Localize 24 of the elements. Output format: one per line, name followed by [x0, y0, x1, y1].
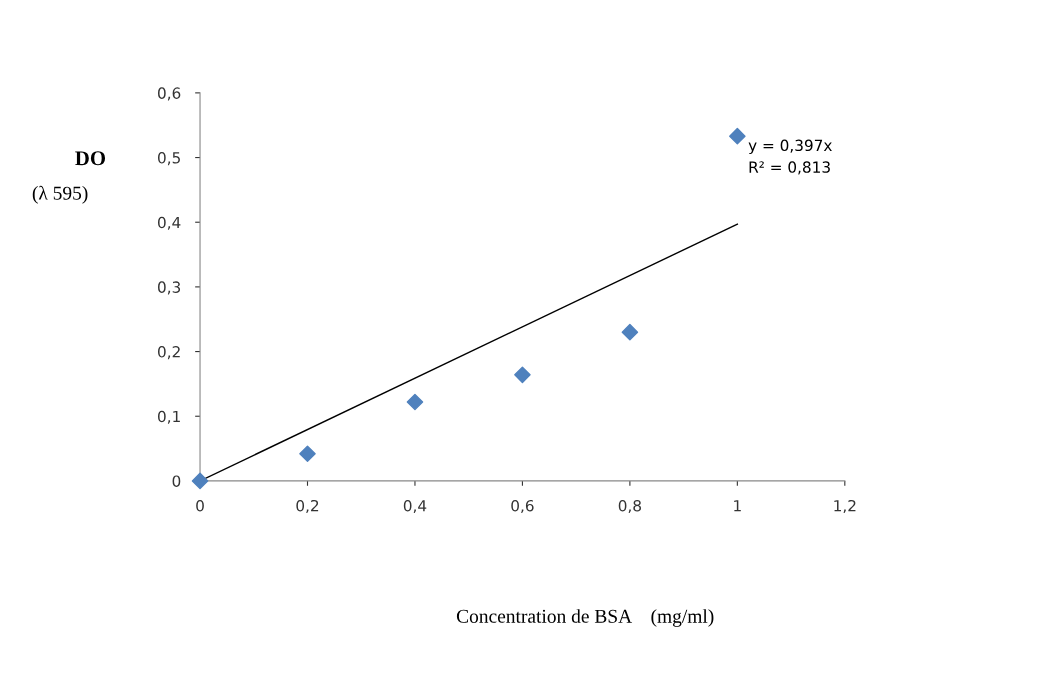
- x-tick-label: 1,2: [834, 499, 856, 514]
- text: (λ 595): [32, 185, 88, 204]
- point: [191, 472, 209, 490]
- y-tick-label: 0,1: [157, 410, 180, 424]
- x-tick-label: 0,6: [511, 499, 534, 514]
- point: [406, 393, 424, 411]
- point: [514, 366, 531, 384]
- y-tick-label: 0,4: [157, 216, 181, 230]
- x-axis-title: Concentration de BSA (mg/ml): [456, 609, 714, 627]
- x-tick-label: 1: [734, 500, 741, 512]
- y-tick-label: 0: [172, 475, 181, 487]
- x-tick-label: 0,2: [296, 499, 319, 514]
- y-axis-title: DO: [75, 151, 106, 166]
- x-tick-label: 0,4: [403, 499, 427, 514]
- point: [729, 127, 746, 145]
- point: [621, 323, 639, 341]
- annotation: y = 0,397x R² = 0,813: [748, 139, 832, 175]
- x-tick-label: 0,8: [618, 499, 641, 514]
- x-tick-label: 0: [196, 499, 204, 512]
- y-tick-label: 0,2: [157, 346, 180, 360]
- y-tick-label: 0,5: [157, 152, 180, 166]
- y-tick-label: 0,6: [157, 87, 181, 101]
- y-tick-label: 0,3: [157, 281, 181, 295]
- point: [299, 445, 316, 463]
